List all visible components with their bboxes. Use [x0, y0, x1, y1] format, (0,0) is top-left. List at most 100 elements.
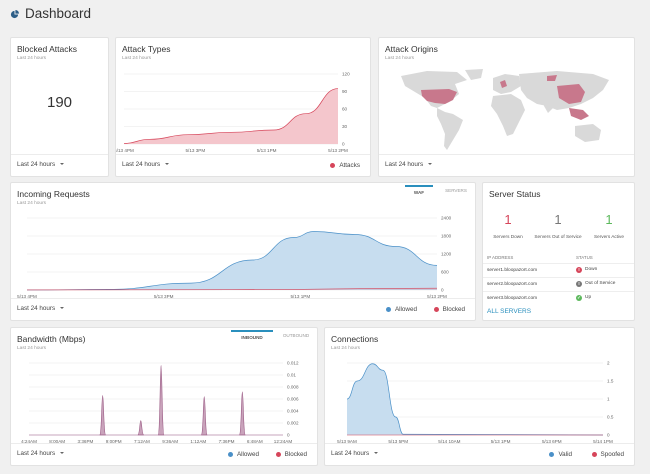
y-tick-label: 2400: [441, 216, 452, 221]
card-title: Server Status: [489, 189, 541, 199]
period-dropdown[interactable]: Last 24 hours: [17, 161, 65, 168]
servers-down-label: Servers Down: [493, 234, 523, 239]
y-tick-label: 600: [441, 270, 449, 275]
card-footer: Last 24 hours Attacks: [116, 154, 370, 176]
card-title: Attack Origins: [385, 44, 438, 54]
legend-spoofed[interactable]: Spoofed: [591, 451, 624, 458]
legend-label: Blocked: [442, 306, 465, 313]
page-title: Dashboard: [25, 6, 92, 21]
legend-dot: [227, 451, 233, 457]
status-label: Up: [585, 295, 592, 300]
bandwidth-peak: [239, 391, 246, 436]
period-label: Last 24 hours: [331, 450, 370, 457]
server-status: ! Out of Service: [576, 281, 615, 287]
chevron-down-icon: [374, 452, 379, 455]
incoming-requests-chart: 2400 1800 1200 600 0 5/13 4PM 5/13 3PM 5/13 1PM…: [17, 216, 452, 299]
map-greenland: [465, 69, 483, 80]
status-header: STATUS: [576, 255, 593, 260]
servers-down-count: 1: [504, 212, 512, 227]
connections-card: Connections Last 24 hours 2 1.5 1 0.5 0 5/13 …: [324, 327, 635, 466]
legend-dot: [591, 451, 597, 457]
y-tick-label: 120: [342, 72, 350, 77]
tab-inbound[interactable]: INBOUND: [231, 330, 273, 343]
x-tick-label: 4:24AM: [21, 439, 37, 444]
y-tick-label: 0.002: [287, 421, 299, 426]
map-south-america: [437, 108, 463, 150]
y-tick-label: 60: [342, 107, 348, 112]
attacks-series-line: [123, 88, 339, 144]
tab-servers[interactable]: SERVERS: [445, 188, 467, 193]
y-tick-label: 0: [441, 288, 444, 293]
all-servers-link[interactable]: ALL SERVERS: [487, 308, 532, 315]
x-tick-label: 6:48AM: [247, 439, 263, 444]
y-tick-label: 1800: [441, 234, 452, 239]
map-china-highlight: [557, 84, 585, 104]
alert-icon: !: [576, 281, 582, 287]
card-title: Connections: [331, 334, 379, 344]
legend-valid[interactable]: Valid: [549, 451, 572, 458]
card-title: Blocked Attacks: [17, 44, 78, 54]
x-tick-label: 5/13 1PM: [491, 439, 511, 444]
y-tick-label: 0.006: [287, 397, 299, 402]
period-dropdown[interactable]: Last 24 hours: [385, 161, 433, 168]
y-tick-label: 0.004: [287, 409, 299, 414]
y-tick-label: 1: [607, 397, 610, 402]
x-tick-label: 5/13 3PM: [185, 148, 205, 153]
card-title: Attack Types: [122, 44, 171, 54]
server-name: server2.bloopazort.com: [487, 282, 538, 287]
server-row[interactable]: server1.bloopazort.com ! Down: [483, 263, 634, 277]
attack-origins-card: Attack Origins Last 24 hours Last 24 hou…: [378, 37, 635, 177]
period-label: Last 24 hours: [122, 161, 161, 168]
period-dropdown[interactable]: Last 24 hours: [17, 450, 65, 457]
servers-active-label: Servers Active: [594, 234, 624, 239]
x-tick-label: 5/13 4PM: [17, 294, 37, 299]
x-tick-label: 9:36AM: [162, 439, 178, 444]
period-dropdown[interactable]: Last 24 hours: [331, 450, 379, 457]
x-tick-label: 5/13 1PM: [257, 148, 277, 153]
map-australia: [575, 124, 601, 142]
legend-label: Allowed: [394, 306, 417, 313]
tab-outbound[interactable]: OUTBOUND: [282, 333, 310, 338]
chevron-down-icon: [428, 163, 433, 166]
server-row[interactable]: server2.bloopazort.com ! Out of Service: [483, 277, 634, 291]
card-footer: Last 24 hours: [11, 154, 108, 176]
x-tick-label: 5/13 2PM: [427, 294, 447, 299]
legend-allowed[interactable]: Allowed: [227, 451, 259, 458]
legend-attacks[interactable]: Attacks: [330, 162, 360, 169]
y-tick-label: 30: [342, 124, 348, 129]
legend-dot: [330, 162, 336, 168]
period-dropdown[interactable]: Last 24 hours: [122, 161, 170, 168]
period-label: Last 24 hours: [385, 161, 424, 168]
x-tick-label: 5/13 6PM: [542, 439, 562, 444]
legend-allowed[interactable]: Allowed: [385, 306, 417, 313]
card-footer: Last 24 hours Allowed Blocked: [11, 298, 475, 320]
legend-dot: [275, 451, 281, 457]
server-row[interactable]: server3.bloopazort.com ✓ Up: [483, 291, 634, 305]
legend-label: Attacks: [339, 162, 360, 169]
map-europe-highlight: [500, 80, 507, 88]
y-tick-label: 1200: [441, 252, 452, 257]
x-tick-label: 8:00AM: [49, 439, 65, 444]
card-footer: Last 24 hours Allowed Blocked: [11, 443, 317, 465]
x-tick-label: 7:36PM: [219, 439, 235, 444]
tab-waf[interactable]: WAF: [405, 185, 433, 198]
bandwidth-peak: [157, 365, 165, 436]
y-tick-label: 90: [342, 89, 348, 94]
map-usa-highlight: [421, 89, 457, 104]
card-subtitle: Last 24 hours: [385, 56, 415, 61]
servers-oos-count: 1: [554, 212, 562, 227]
card-subtitle: Last 24 hours: [17, 201, 47, 206]
card-footer: Last 24 hours: [379, 154, 634, 176]
incoming-requests-card: Incoming Requests Last 24 hours WAF SERV…: [10, 182, 476, 321]
world-map: [401, 69, 609, 150]
legend-blocked[interactable]: Blocked: [433, 306, 465, 313]
legend-blocked[interactable]: Blocked: [275, 451, 307, 458]
pie-chart-icon: [10, 10, 19, 19]
alert-icon: !: [576, 267, 582, 273]
y-tick-label: 0.5: [607, 415, 614, 420]
blocked-attacks-card: Blocked Attacks Last 24 hours 190 Last 2…: [10, 37, 109, 177]
legend-label: Valid: [558, 451, 572, 458]
legend-dot: [433, 306, 439, 312]
x-tick-label: 5/14 10AM: [438, 439, 460, 444]
period-dropdown[interactable]: Last 24 hours: [17, 305, 65, 312]
